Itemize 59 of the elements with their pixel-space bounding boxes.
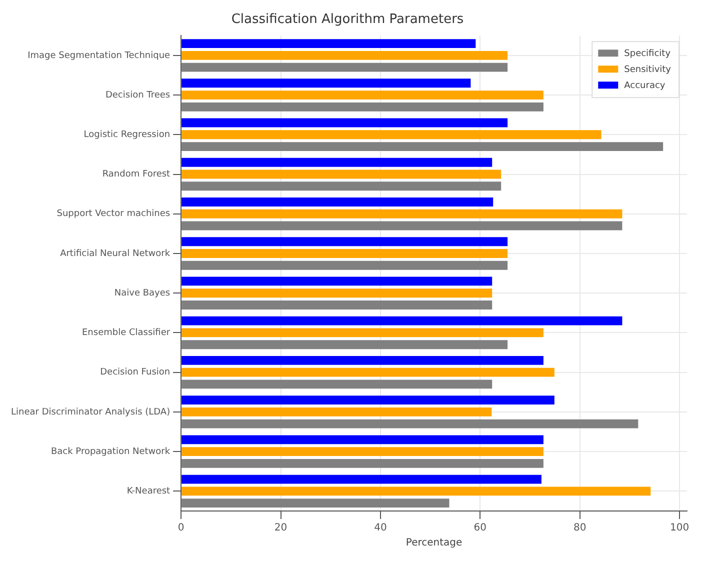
y-tick-label: Support Vector machines bbox=[56, 209, 170, 220]
y-tick-label: Image Segmentation Technique bbox=[28, 50, 171, 61]
y-tick-label: Decision Trees bbox=[105, 90, 170, 100]
bar bbox=[182, 328, 544, 338]
y-tick-label: Decision Fusion bbox=[100, 368, 170, 378]
x-tick-label: 60 bbox=[474, 522, 487, 534]
y-tick-label: Linear Discriminator Analysis (LDA) bbox=[10, 407, 170, 418]
bar bbox=[182, 288, 492, 298]
bar bbox=[182, 221, 622, 230]
x-tick-label: 20 bbox=[274, 522, 288, 534]
bar bbox=[182, 209, 622, 218]
bar bbox=[182, 380, 492, 389]
legend-label: Specificity bbox=[624, 48, 672, 59]
bar bbox=[182, 170, 502, 179]
x-tick-label: 0 bbox=[178, 522, 184, 534]
bar bbox=[182, 498, 450, 508]
bar bbox=[182, 39, 476, 48]
bar bbox=[182, 340, 508, 350]
bar bbox=[182, 62, 508, 72]
bar bbox=[182, 276, 492, 286]
bar bbox=[182, 474, 542, 484]
bar bbox=[182, 158, 492, 167]
legend-label: Sensitivity bbox=[624, 64, 672, 75]
bar bbox=[182, 237, 508, 246]
bar bbox=[182, 300, 492, 310]
chart-title: Classification Algorithm Parameters bbox=[231, 12, 464, 28]
bar bbox=[182, 249, 508, 258]
bar bbox=[182, 408, 492, 416]
bar bbox=[182, 78, 471, 88]
bar bbox=[182, 90, 544, 100]
bar bbox=[182, 102, 544, 112]
bar bbox=[182, 435, 544, 444]
bar bbox=[182, 142, 664, 151]
y-tick-label: Naive Bayes bbox=[114, 288, 170, 298]
bar bbox=[182, 198, 494, 206]
bar bbox=[182, 447, 544, 456]
bar bbox=[182, 316, 622, 326]
bar bbox=[182, 459, 544, 468]
bar bbox=[182, 356, 544, 365]
bar bbox=[182, 182, 502, 191]
y-tick-label: Artificial Neural Network bbox=[60, 248, 171, 259]
x-tick-label: 100 bbox=[670, 522, 690, 534]
y-tick-label: Back Propagation Network bbox=[50, 446, 171, 457]
y-tick-label: Logistic Regression bbox=[84, 130, 170, 140]
x-tick-label: 80 bbox=[573, 522, 586, 534]
y-tick-label: Ensemble Classifier bbox=[82, 328, 170, 338]
y-tick-label: Random Forest bbox=[102, 170, 171, 180]
bar bbox=[182, 50, 508, 60]
legend-label: Accuracy bbox=[624, 80, 666, 91]
x-axis-title: Percentage bbox=[406, 538, 462, 549]
bar bbox=[182, 486, 651, 496]
bar bbox=[182, 396, 554, 405]
bar bbox=[182, 368, 554, 377]
bar bbox=[182, 118, 508, 128]
y-tick-label: K-Nearest bbox=[126, 486, 171, 497]
bar bbox=[182, 260, 508, 270]
x-tick-label: 40 bbox=[374, 522, 387, 534]
bar bbox=[182, 419, 638, 428]
bar bbox=[182, 130, 602, 140]
